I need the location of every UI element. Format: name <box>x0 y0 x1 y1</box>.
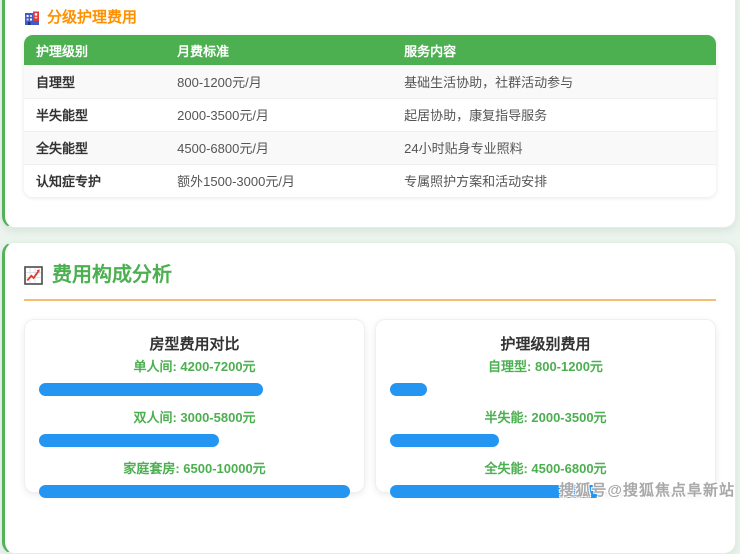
fee-analysis-title-text: 费用构成分析 <box>52 264 172 286</box>
charts-row: 房型费用对比 单人间: 4200-7200元 双人间: 3000-5800元 家… <box>24 319 716 498</box>
fee-analysis-card: 费用构成分析 房型费用对比 单人间: 4200-7200元 双人间: 3000-… <box>2 242 736 554</box>
table-header-row: 护理级别 月费标准 服务内容 <box>24 35 716 65</box>
table-row: 全失能型 4500-6800元/月 24小时贴身专业照料 <box>24 131 716 165</box>
cell-care-level: 自理型 <box>24 65 166 99</box>
bar-group: 自理型: 800-1200元 <box>390 360 701 396</box>
bar <box>39 434 220 447</box>
graded-care-fee-title-text: 分级护理费用 <box>47 9 138 26</box>
bar-label: 自理型: 800-1200元 <box>488 359 603 374</box>
col-header-care-level: 护理级别 <box>24 35 166 65</box>
chart-title: 护理级别费用 <box>500 336 591 353</box>
table-row: 认知症专护 额外1500-3000元/月 专属照护方案和活动安排 <box>24 164 716 197</box>
table-row: 自理型 800-1200元/月 基础生活协助，社群活动参与 <box>24 65 716 99</box>
cell-service-content: 基础生活协助，社群活动参与 <box>392 65 716 99</box>
col-header-service-content: 服务内容 <box>392 35 716 65</box>
graded-care-fee-card: 分级护理费用 护理级别 月费标准 服务内容 自理型 800-1200元/月 基础… <box>2 0 736 228</box>
chart-increasing-icon <box>24 265 43 285</box>
col-header-monthly-fee: 月费标准 <box>165 35 393 65</box>
watermark: 搜狐号@搜狐焦点阜新站 <box>559 482 735 499</box>
cell-care-level: 认知症专护 <box>36 174 102 190</box>
cell-monthly-fee: 2000-3500元/月 <box>165 98 393 132</box>
bar-group: 半失能: 2000-3500元 <box>390 411 701 447</box>
cell-monthly-fee: 4500-6800元/月 <box>165 131 393 165</box>
graded-care-fee-title: 分级护理费用 <box>24 7 716 29</box>
bar-group: 家庭套房: 6500-10000元 <box>39 462 350 498</box>
bar-label: 半失能: 2000-3500元 <box>484 410 607 425</box>
table-row: 半失能型 2000-3500元/月 起居协助，康复指导服务 <box>24 98 716 132</box>
fee-analysis-title: 费用构成分析 <box>24 263 716 301</box>
bar-label: 家庭套房: 6500-10000元 <box>123 461 266 476</box>
chart-title: 房型费用对比 <box>149 336 240 353</box>
bar <box>39 485 350 498</box>
cell-service-content: 专属照护方案和活动安排 <box>404 174 548 190</box>
bar-group: 单人间: 4200-7200元 <box>39 360 350 396</box>
cell-care-level: 全失能型 <box>24 131 166 165</box>
bar <box>390 434 499 447</box>
bar <box>39 383 263 396</box>
building-icon <box>24 10 40 26</box>
cell-care-level: 半失能型 <box>24 98 166 132</box>
bar <box>390 485 602 498</box>
bar <box>390 383 428 396</box>
bar-group: 全失能: 4500-6800元 <box>390 462 701 498</box>
cell-service-content: 24小时贴身专业照料 <box>392 131 716 165</box>
care-fee-table-wrap: 护理级别 月费标准 服务内容 自理型 800-1200元/月 基础生活协助，社群… <box>24 35 716 197</box>
cell-monthly-fee: 800-1200元/月 <box>165 65 393 99</box>
bar-group: 双人间: 3000-5800元 <box>39 411 350 447</box>
bar-label: 单人间: 4200-7200元 <box>133 359 256 374</box>
care-fee-table: 护理级别 月费标准 服务内容 自理型 800-1200元/月 基础生活协助，社群… <box>24 35 716 197</box>
cell-monthly-fee: 额外1500-3000元/月 <box>177 174 295 190</box>
room-type-fee-chart: 房型费用对比 单人间: 4200-7200元 双人间: 3000-5800元 家… <box>24 319 365 498</box>
cell-service-content: 起居协助，康复指导服务 <box>392 98 716 132</box>
care-level-fee-chart: 护理级别费用 自理型: 800-1200元 半失能: 2000-3500元 全失… <box>375 319 716 498</box>
bar-label: 全失能: 4500-6800元 <box>484 461 607 476</box>
bar-label: 双人间: 3000-5800元 <box>133 410 256 425</box>
